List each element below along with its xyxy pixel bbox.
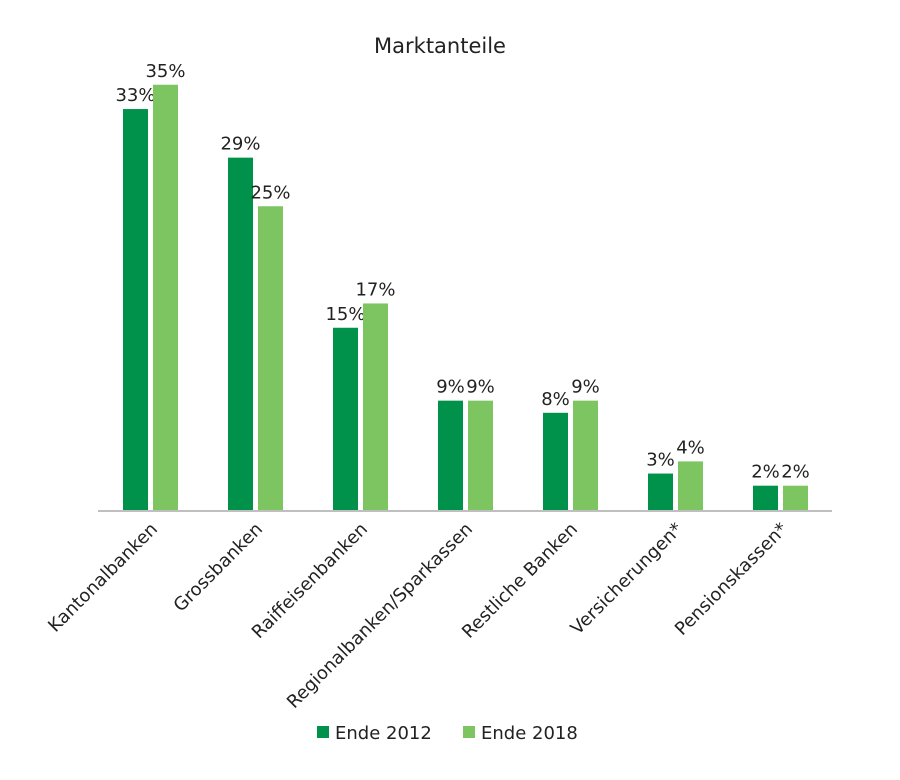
- bar-2012: [648, 473, 673, 510]
- x-tick-label: Versicherungen*: [567, 519, 687, 639]
- bar-2012: [753, 485, 778, 510]
- legend-swatch-2018: [463, 726, 475, 738]
- bar-2012: [123, 109, 148, 511]
- legend-label-2012: Ende 2012: [335, 723, 432, 744]
- x-tick-label: Grossbanken: [170, 519, 267, 616]
- data-label: 17%: [355, 279, 395, 300]
- bar-2018: [678, 461, 703, 510]
- bar-2012: [543, 412, 568, 510]
- data-label: 9%: [571, 377, 600, 398]
- chart-title: Marktanteile: [374, 34, 506, 58]
- bar-2018: [258, 206, 283, 510]
- bar-2012: [333, 327, 358, 510]
- bar-2012: [228, 157, 253, 510]
- bar-2018: [363, 303, 388, 510]
- bar-2018: [468, 400, 493, 510]
- data-label: 33%: [115, 85, 155, 106]
- data-label: 3%: [646, 450, 675, 471]
- data-label: 15%: [325, 304, 365, 325]
- bar-2012: [438, 400, 463, 510]
- data-label: 9%: [436, 377, 465, 398]
- data-label: 2%: [781, 462, 810, 483]
- x-tick-label: Restliche Banken: [458, 519, 582, 643]
- bar-2018: [153, 84, 178, 510]
- legend: Ende 2012 Ende 2018: [317, 723, 578, 744]
- x-tick-label: Raiffeisenbanken: [248, 519, 372, 643]
- data-label: 4%: [676, 437, 705, 458]
- bar-2018: [783, 485, 808, 510]
- data-label: 2%: [751, 462, 780, 483]
- x-tick-label: Pensionskassen*: [671, 519, 792, 640]
- data-label: 9%: [466, 377, 495, 398]
- legend-swatch-2012: [317, 726, 329, 738]
- bar-2018: [573, 400, 598, 510]
- data-label: 29%: [220, 134, 260, 155]
- data-label: 25%: [250, 182, 290, 203]
- data-label: 35%: [145, 61, 185, 82]
- legend-label-2018: Ende 2018: [481, 723, 578, 744]
- x-tick-label: Kantonalbanken: [44, 519, 162, 637]
- x-tick-label: Regionalbanken/Sparkassen: [283, 519, 477, 713]
- data-label: 8%: [541, 389, 570, 410]
